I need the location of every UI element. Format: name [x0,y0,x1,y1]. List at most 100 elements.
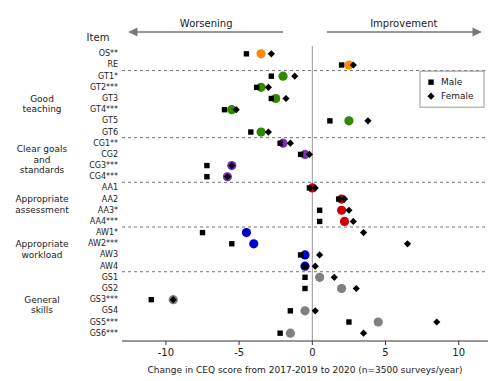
point-square [346,319,351,324]
x-tick [312,341,313,345]
annotation-arrow [327,31,481,32]
point-square [339,62,344,67]
point-circle [256,49,265,58]
x-tick [239,341,240,345]
x-tick-label: 0 [309,347,315,358]
point-square [336,196,341,201]
category-label: AA3* [98,206,118,215]
x-tick-label: -5 [234,347,244,358]
point-diamond [312,307,319,314]
group-label-line: standards [20,165,65,175]
point-diamond [224,173,231,180]
point-diamond [350,61,357,68]
legend-swatch [427,93,434,100]
y-axis-label: Item [87,32,110,43]
group-label-line: Clear goals [17,144,68,154]
x-tick [385,341,386,345]
point-diamond [353,285,360,292]
group-label-line: Good [30,94,54,104]
point-diamond [291,73,298,80]
group-label-line: Appropriate [15,194,69,204]
point-diamond [170,296,177,303]
group-label: Appropriateassessment [15,194,69,215]
category-label: GT6 [102,128,118,137]
point-square [204,163,209,168]
point-diamond [341,195,348,202]
point-circle [344,116,353,125]
point-diamond [433,318,440,325]
group-separator [122,137,488,138]
category-label: AW2*** [88,239,118,248]
point-diamond [360,330,367,337]
category-label: GS5*** [90,318,118,327]
point-square [269,96,274,101]
point-circle [169,295,178,304]
point-square [254,85,259,90]
point-circle [337,206,346,215]
point-circle [242,228,251,237]
point-square [298,252,303,257]
category-label: AA1 [102,183,118,192]
point-diamond [316,251,323,258]
category-label: GT5 [102,116,118,125]
x-tick-label: 5 [382,347,388,358]
point-circle [227,161,236,170]
category-label: CG4*** [89,172,118,181]
category-label: GS1 [102,273,118,282]
group-separator [122,271,488,272]
point-square [269,73,274,78]
point-square [244,51,249,56]
category-label: OS** [99,49,118,58]
group-label-line: assessment [15,205,69,215]
annotation-arrow [129,31,283,32]
point-square [327,118,332,123]
category-label: AW1* [96,228,118,237]
point-circle [223,172,232,181]
annotation: Worsening [180,18,233,29]
category-label: CG2 [101,150,118,159]
marks [149,49,441,338]
annotation: Improvement [370,18,437,29]
point-circle [337,284,346,293]
point-diamond [287,140,294,147]
point-square [302,263,307,268]
point-square [200,230,205,235]
point-circle [278,72,287,81]
point-circle [315,273,324,282]
group-label-line: General [24,295,59,305]
point-diamond [265,128,272,135]
point-square [277,141,282,146]
group-label-line: workload [21,250,62,260]
category-label: CG3*** [89,161,118,170]
group-label-line: skills [31,305,53,315]
chart: Goodteaching Clear goalsandstandards Appro… [0,0,500,381]
point-diamond [312,184,319,191]
legend-swatch [428,79,433,84]
zero-line [312,46,313,341]
category-label: AW3 [100,250,118,259]
group-label: Generalskills [24,295,59,316]
group-label-line: and [34,155,51,165]
group-separator [122,182,488,183]
group-label: Clear goalsandstandards [17,144,68,175]
point-diamond [265,84,272,91]
category-label: GT2*** [90,83,118,92]
legend-label: Male [441,77,463,87]
point-square [298,152,303,157]
point-diamond [306,151,313,158]
point-circle [374,317,383,326]
point-square [277,330,282,335]
point-diamond [404,240,411,247]
group-separator [122,227,488,228]
point-square [302,286,307,291]
point-diamond [282,95,289,102]
point-circle [286,329,295,338]
group-label: Appropriateworkload [15,239,69,260]
category-label: GS4 [102,306,118,315]
group-label-line: teaching [22,104,61,114]
category-label: CG1** [93,139,118,148]
legend-frame [420,71,484,107]
point-square [317,208,322,213]
point-square [307,185,312,190]
point-square [248,129,253,134]
